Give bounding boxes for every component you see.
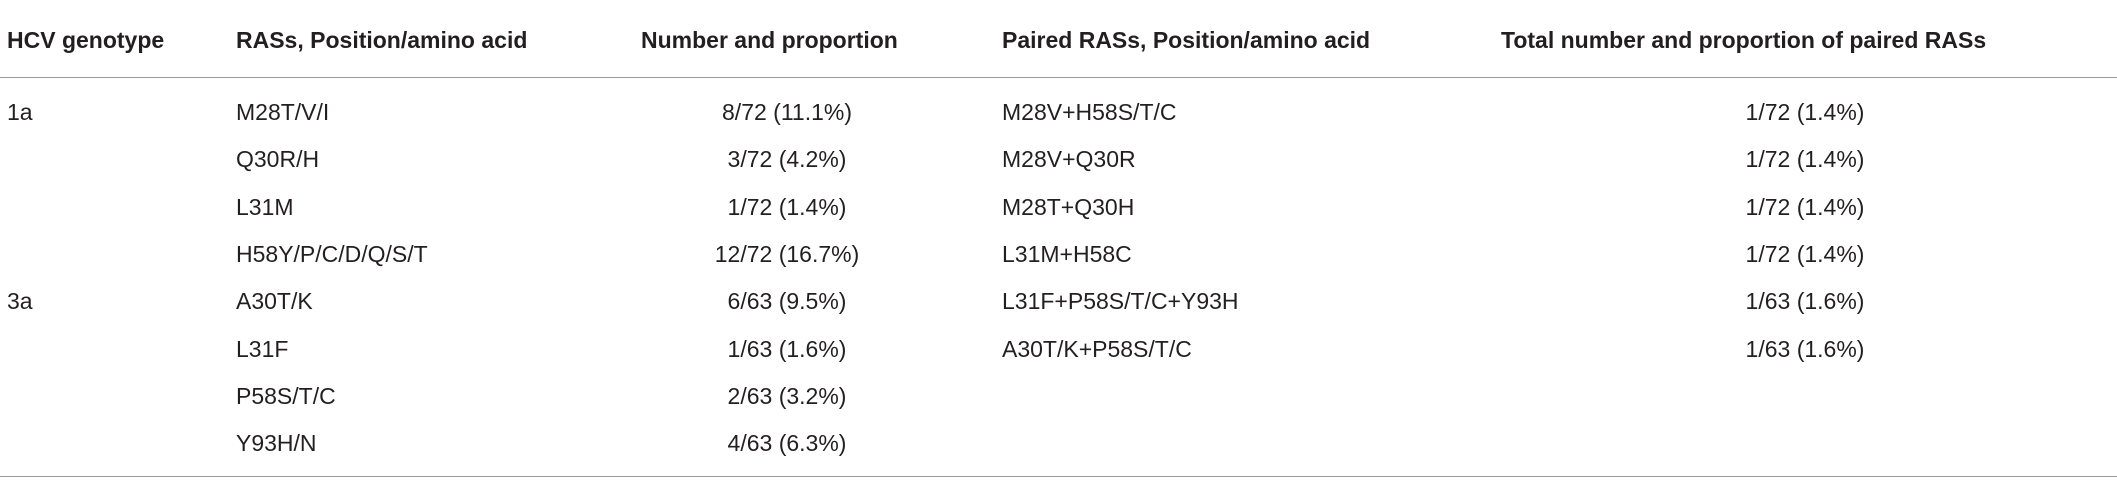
number-cell: 2/63 (3.2%) [727, 382, 847, 409]
ras-cell: H58Y/P/C/D/Q/S/T [236, 240, 428, 267]
number-cell: 8/72 (11.1%) [722, 99, 852, 125]
column-header: RASs, Position/amino acid [236, 27, 528, 53]
number-cell: 12/72 (16.7%) [714, 240, 860, 267]
column-header: Total number and proportion of paired RA… [1501, 27, 1987, 53]
number-cell: 3/72 (4.2%) [727, 146, 847, 173]
paired-cell: A30T/K+P58S/T/C [1002, 335, 1192, 362]
ras-cell: Y93H/N [236, 430, 317, 457]
bottom-rule [0, 476, 2117, 477]
ras-cell: L31M [236, 193, 294, 220]
paired-cell: L31M+H58C [1002, 240, 1132, 267]
paired-cell: M28T+Q30H [1002, 193, 1135, 220]
column-header: HCV genotype [7, 27, 165, 53]
genotype: 3a [7, 288, 33, 315]
paired-cell: L31F+P58S/T/C+Y93H [1002, 288, 1239, 315]
ras-cell: A30T/K [236, 288, 313, 315]
total-cell: 1/72 (1.4%) [1745, 99, 1865, 125]
column-header: Paired RASs, Position/amino acid [1002, 27, 1371, 53]
genotype: 1a [7, 99, 33, 125]
header-rule [0, 77, 2117, 78]
total-cell: 1/63 (1.6%) [1745, 335, 1865, 362]
number-cell: 1/72 (1.4%) [727, 193, 847, 220]
number-cell: 4/63 (6.3%) [727, 430, 847, 457]
number-cell: 6/63 (9.5%) [727, 288, 847, 315]
paired-cell: M28V+Q30R [1002, 146, 1136, 173]
total-cell: 1/72 (1.4%) [1745, 240, 1865, 267]
total-cell: 1/72 (1.4%) [1745, 146, 1865, 173]
total-cell: 1/63 (1.6%) [1745, 288, 1865, 315]
paired-cell: M28V+H58S/T/C [1002, 99, 1177, 125]
number-cell: 1/63 (1.6%) [727, 335, 847, 362]
ras-cell: L31F [236, 335, 289, 362]
column-header: Number and proportion [641, 27, 898, 53]
ras-cell: Q30R/H [236, 146, 320, 173]
ras-cell: P58S/T/C [236, 382, 336, 409]
total-cell: 1/72 (1.4%) [1745, 193, 1865, 220]
ras-cell: M28T/V/I [236, 99, 330, 125]
